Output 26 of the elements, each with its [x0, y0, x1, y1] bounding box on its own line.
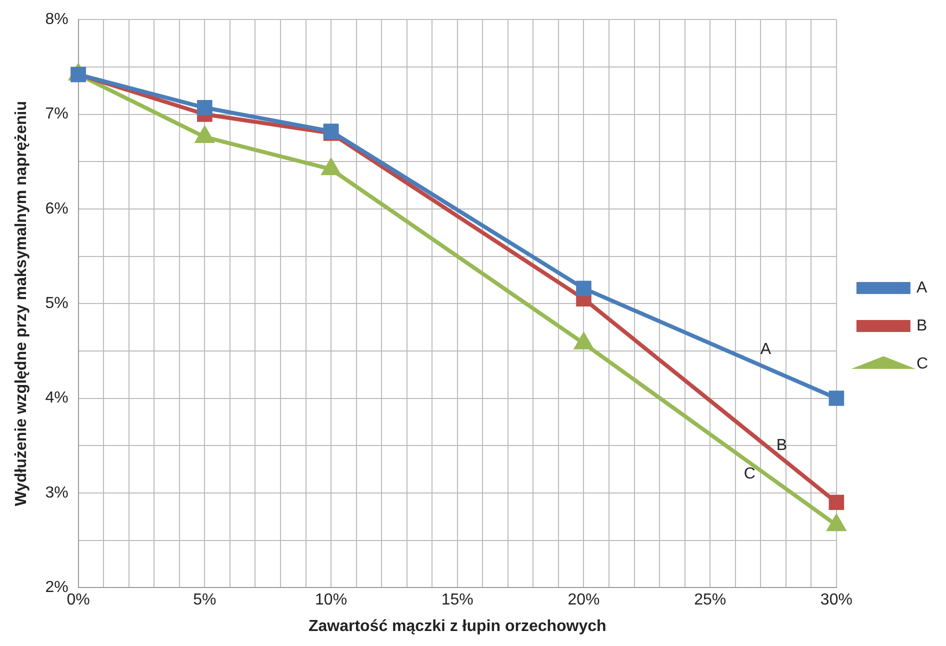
- point: [197, 100, 212, 116]
- x-tick-label: 5%: [193, 592, 216, 609]
- point: [828, 390, 844, 406]
- legend-label: B: [916, 317, 928, 334]
- x-tick-label: 25%: [694, 592, 726, 609]
- x-tick-label: 30%: [820, 592, 852, 609]
- y-tick-label: 3%: [45, 484, 68, 502]
- x-tick-label: 10%: [315, 592, 348, 609]
- annotation: B: [776, 436, 788, 454]
- y-tick-label: 5%: [45, 295, 68, 312]
- y-axis-title: Wydłużenie względne przy maksymalnym naprężeniu: [13, 101, 30, 506]
- y-tick-label: 4%: [45, 390, 68, 407]
- y-tick-label: 8%: [45, 11, 68, 28]
- annotation: C: [744, 466, 756, 483]
- y-tick-label: 2%: [45, 579, 68, 596]
- x-tick-label: 0%: [66, 592, 90, 609]
- legend-label: C: [916, 355, 928, 372]
- y-tick-label: 7%: [45, 106, 68, 123]
- point: [576, 280, 592, 296]
- point: [828, 494, 844, 510]
- x-tick-label: 15%: [441, 592, 474, 609]
- x-tick-label: 20%: [568, 592, 600, 609]
- annotation: A: [760, 340, 772, 358]
- x-axis-title: Zawartość mączki z łupin orzechowych: [308, 618, 606, 635]
- y-tick-label: 6%: [45, 200, 68, 218]
- legend-label: A: [916, 279, 928, 296]
